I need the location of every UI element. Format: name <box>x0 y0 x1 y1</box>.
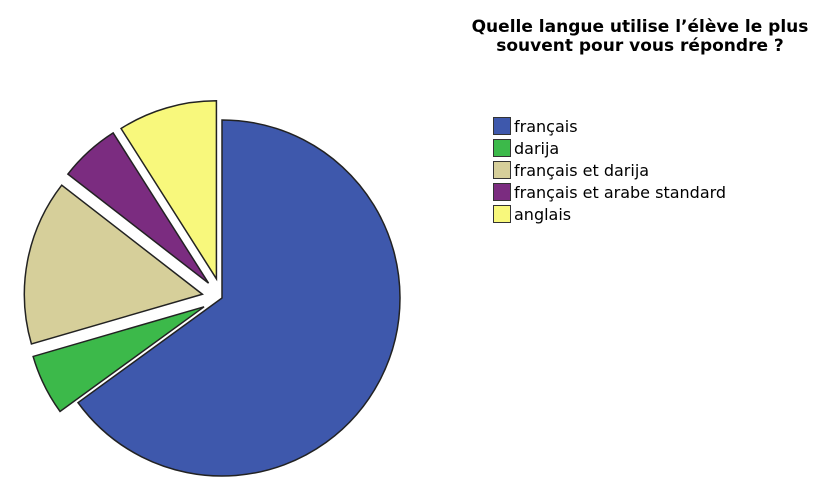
legend-swatch <box>493 205 511 223</box>
legend-label: darija <box>514 138 560 158</box>
legend-swatch <box>493 117 511 135</box>
pie-slice <box>120 100 218 282</box>
pie-slice <box>66 131 210 284</box>
legend-swatch <box>493 139 511 157</box>
pie-slice <box>32 306 205 413</box>
legend-title: Quelle langue utilise l’élève le plus so… <box>471 17 809 56</box>
legend-item: français <box>493 115 726 137</box>
legend-item: anglais <box>493 203 726 225</box>
legend-item: darija <box>493 137 726 159</box>
legend-label: anglais <box>514 204 572 224</box>
legend-label: français <box>514 116 578 136</box>
legend: français darija français et darija français… <box>493 115 726 225</box>
legend-swatch <box>493 183 511 201</box>
legend-item: français et darija <box>493 159 726 181</box>
legend-label: français et arabe standard <box>514 182 727 202</box>
legend-item: français et arabe standard <box>493 181 726 203</box>
pie-chart <box>23 100 401 477</box>
pie-slice <box>23 184 204 345</box>
legend-swatch <box>493 161 511 179</box>
pie-slice <box>76 119 401 477</box>
legend-label: français et darija <box>514 160 650 180</box>
